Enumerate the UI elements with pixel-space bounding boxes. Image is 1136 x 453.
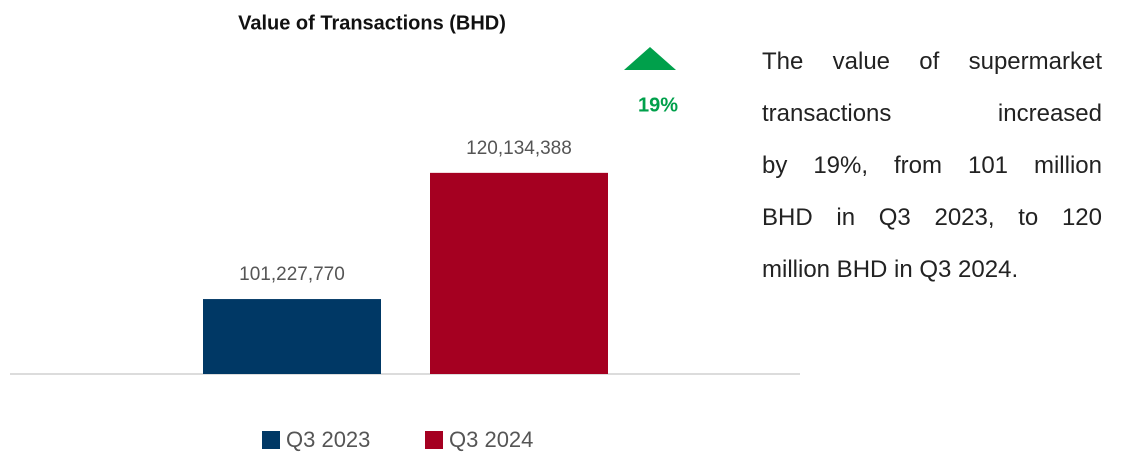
description-line: The value of supermarket (762, 48, 1102, 75)
bar (203, 299, 381, 374)
description-line: by 19%, from 101 million (762, 152, 1102, 179)
value-label: 101,227,770 (239, 264, 345, 285)
value-label: 120,134,388 (466, 138, 572, 159)
chart: Value of Transactions (BHD) 101,227,770 Q… (10, 12, 800, 452)
chart-title: Value of Transactions (BHD) (238, 12, 506, 34)
description-line: BHD in Q3 2023, to 120 (762, 204, 1102, 231)
annotation: 19% (638, 94, 678, 116)
description: The value of supermarket transactions inc… (762, 36, 1102, 296)
legend-swatch (425, 431, 443, 449)
description-line: million BHD in Q3 2024. (762, 256, 1019, 283)
description-line: transactions increased (762, 100, 1102, 127)
up-arrow (624, 47, 676, 70)
legend-swatch (262, 431, 280, 449)
legend-label: Q3 2023 (286, 427, 370, 452)
bar (430, 172, 608, 374)
legend-label: Q3 2024 (449, 427, 533, 452)
